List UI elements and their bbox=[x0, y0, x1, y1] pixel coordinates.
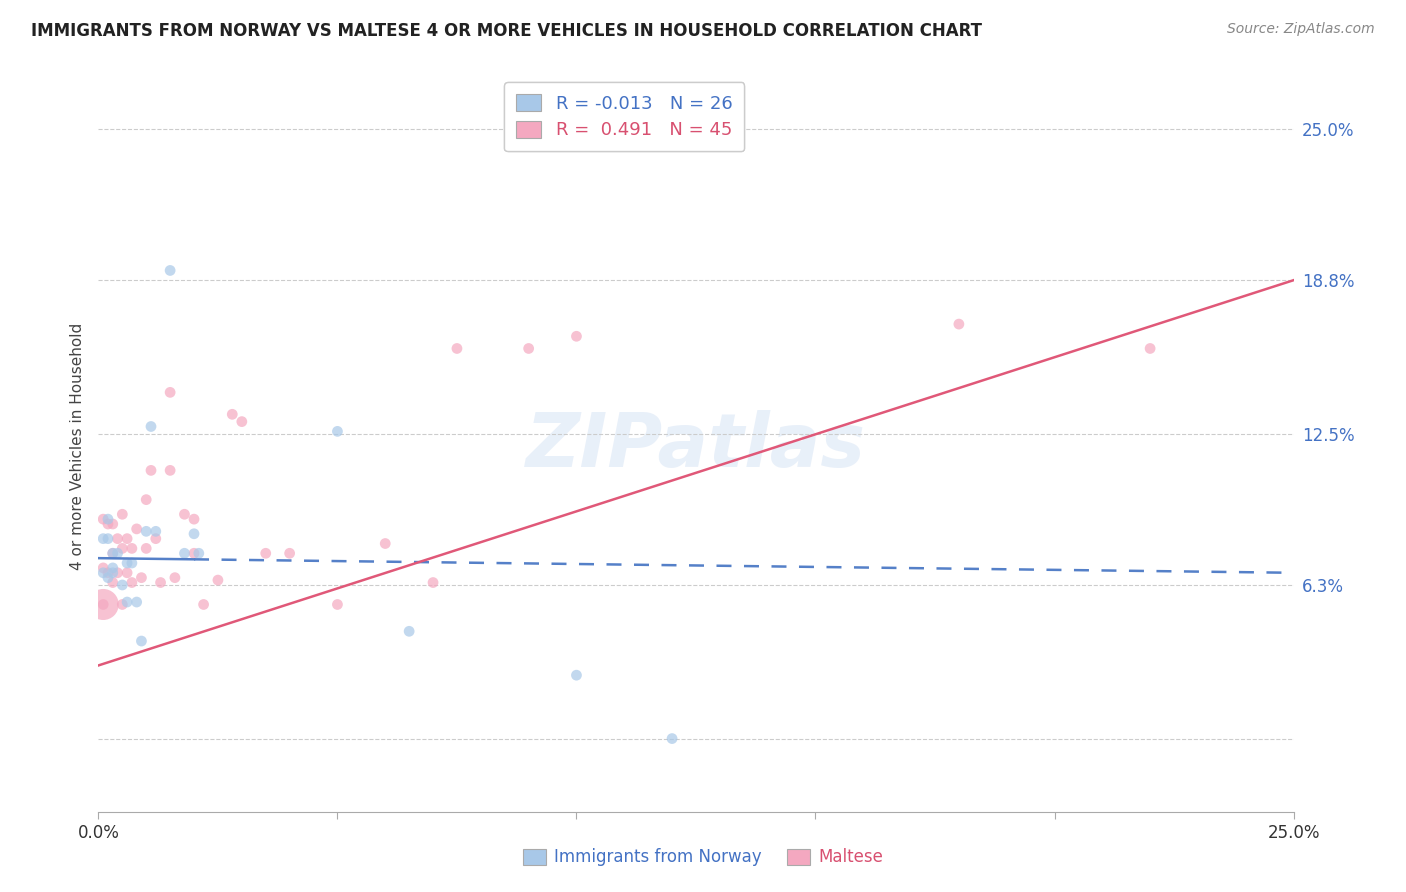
Point bbox=[183, 546, 205, 560]
Point bbox=[517, 342, 540, 356]
Point bbox=[121, 541, 143, 556]
Point bbox=[139, 463, 162, 477]
Point bbox=[135, 524, 157, 539]
Legend: R = -0.013   N = 26, R =  0.491   N = 45: R = -0.013 N = 26, R = 0.491 N = 45 bbox=[505, 82, 744, 152]
Point bbox=[91, 532, 114, 546]
Point bbox=[115, 556, 138, 570]
Point bbox=[159, 463, 181, 477]
Point bbox=[159, 263, 181, 277]
Point bbox=[661, 731, 683, 746]
Point bbox=[97, 532, 120, 546]
Point bbox=[111, 598, 134, 612]
Point bbox=[101, 546, 124, 560]
Point bbox=[125, 595, 148, 609]
Point bbox=[97, 566, 120, 580]
Point bbox=[97, 516, 120, 531]
Point bbox=[207, 573, 229, 587]
Legend: Immigrants from Norway, Maltese: Immigrants from Norway, Maltese bbox=[516, 842, 890, 873]
Point bbox=[565, 329, 588, 343]
Point bbox=[183, 526, 205, 541]
Point bbox=[278, 546, 301, 560]
Point bbox=[135, 541, 157, 556]
Point bbox=[107, 546, 129, 560]
Point bbox=[115, 566, 138, 580]
Point bbox=[139, 419, 162, 434]
Point bbox=[115, 595, 138, 609]
Point bbox=[101, 561, 124, 575]
Point bbox=[193, 598, 215, 612]
Point bbox=[326, 425, 349, 439]
Point bbox=[121, 575, 143, 590]
Point bbox=[91, 566, 114, 580]
Point bbox=[231, 415, 253, 429]
Point bbox=[446, 342, 468, 356]
Point bbox=[221, 407, 243, 421]
Point bbox=[101, 566, 124, 580]
Point bbox=[398, 624, 420, 639]
Point bbox=[91, 512, 114, 526]
Y-axis label: 4 or more Vehicles in Household: 4 or more Vehicles in Household bbox=[69, 322, 84, 570]
Point bbox=[565, 668, 588, 682]
Point bbox=[91, 598, 114, 612]
Point bbox=[422, 575, 444, 590]
Point bbox=[948, 317, 970, 331]
Point bbox=[173, 508, 195, 522]
Point bbox=[163, 571, 186, 585]
Point bbox=[97, 512, 120, 526]
Point bbox=[125, 522, 148, 536]
Text: ZIPatlas: ZIPatlas bbox=[526, 409, 866, 483]
Point bbox=[107, 532, 129, 546]
Text: IMMIGRANTS FROM NORWAY VS MALTESE 4 OR MORE VEHICLES IN HOUSEHOLD CORRELATION CH: IMMIGRANTS FROM NORWAY VS MALTESE 4 OR M… bbox=[31, 22, 981, 40]
Point bbox=[91, 598, 114, 612]
Point bbox=[101, 546, 124, 560]
Point bbox=[97, 571, 120, 585]
Point bbox=[1139, 342, 1161, 356]
Point bbox=[107, 566, 129, 580]
Point bbox=[101, 575, 124, 590]
Point bbox=[149, 575, 172, 590]
Point bbox=[145, 532, 167, 546]
Point bbox=[374, 536, 396, 550]
Point bbox=[121, 556, 143, 570]
Point bbox=[111, 578, 134, 592]
Point bbox=[91, 561, 114, 575]
Point bbox=[101, 516, 124, 531]
Point bbox=[159, 385, 181, 400]
Point bbox=[183, 512, 205, 526]
Point bbox=[115, 532, 138, 546]
Point bbox=[111, 508, 134, 522]
Point bbox=[131, 571, 153, 585]
Text: Source: ZipAtlas.com: Source: ZipAtlas.com bbox=[1227, 22, 1375, 37]
Point bbox=[111, 541, 134, 556]
Point bbox=[131, 634, 153, 648]
Point bbox=[187, 546, 209, 560]
Point bbox=[145, 524, 167, 539]
Point bbox=[326, 598, 349, 612]
Point bbox=[254, 546, 277, 560]
Point bbox=[173, 546, 195, 560]
Point bbox=[135, 492, 157, 507]
